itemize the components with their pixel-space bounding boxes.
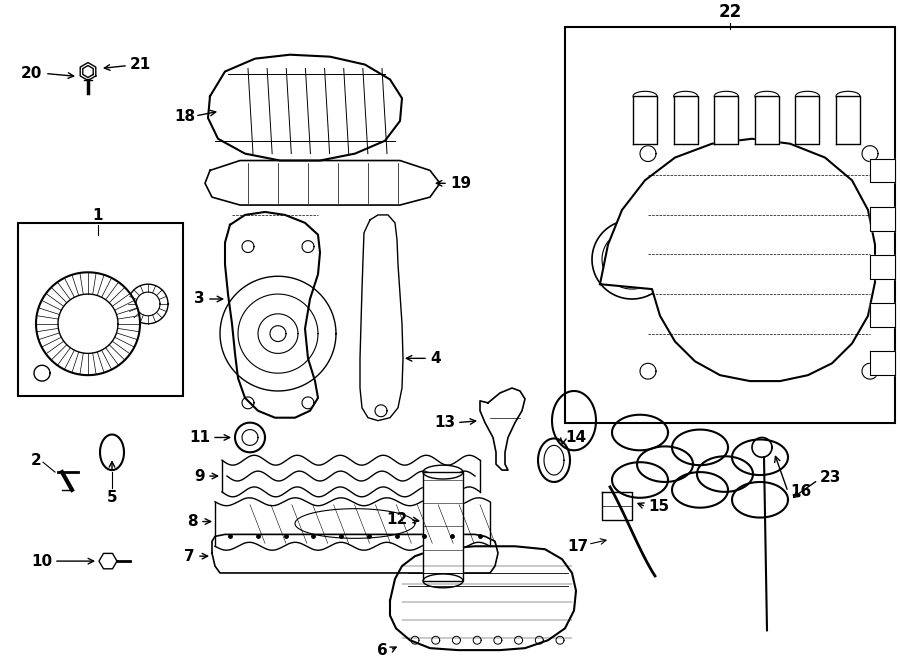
- Polygon shape: [212, 534, 498, 573]
- Bar: [565, 27, 895, 422]
- Polygon shape: [99, 553, 117, 569]
- Polygon shape: [672, 472, 728, 508]
- Text: 17: 17: [567, 539, 588, 554]
- Text: 20: 20: [21, 66, 42, 81]
- Polygon shape: [208, 55, 402, 161]
- Polygon shape: [235, 422, 265, 452]
- Text: 22: 22: [718, 3, 742, 21]
- Polygon shape: [640, 364, 656, 379]
- Polygon shape: [602, 492, 632, 520]
- Polygon shape: [552, 391, 596, 450]
- Polygon shape: [423, 465, 463, 479]
- Polygon shape: [697, 456, 753, 492]
- Polygon shape: [755, 91, 778, 101]
- Text: 14: 14: [565, 430, 586, 445]
- Polygon shape: [870, 159, 895, 182]
- Polygon shape: [870, 255, 895, 279]
- Polygon shape: [755, 97, 778, 143]
- Text: 16: 16: [790, 485, 811, 499]
- Text: 2: 2: [32, 453, 42, 468]
- Text: 11: 11: [189, 430, 210, 445]
- Text: 18: 18: [174, 108, 195, 124]
- Polygon shape: [480, 388, 525, 470]
- Polygon shape: [796, 91, 819, 101]
- Polygon shape: [34, 366, 50, 381]
- Polygon shape: [637, 446, 693, 482]
- Polygon shape: [732, 482, 788, 518]
- Polygon shape: [242, 397, 254, 408]
- Polygon shape: [128, 284, 168, 324]
- Polygon shape: [633, 97, 657, 143]
- Polygon shape: [295, 509, 415, 538]
- Text: 4: 4: [430, 351, 441, 366]
- Polygon shape: [600, 139, 875, 381]
- Polygon shape: [870, 352, 895, 375]
- Polygon shape: [715, 91, 738, 101]
- Polygon shape: [673, 97, 698, 143]
- Polygon shape: [220, 276, 336, 391]
- Polygon shape: [390, 546, 576, 650]
- Text: 9: 9: [194, 469, 205, 484]
- Text: 3: 3: [194, 292, 205, 307]
- Polygon shape: [302, 241, 314, 253]
- Text: 19: 19: [450, 176, 471, 191]
- Polygon shape: [538, 438, 570, 482]
- Polygon shape: [870, 207, 895, 231]
- Text: 13: 13: [434, 415, 455, 430]
- Polygon shape: [612, 462, 668, 498]
- Polygon shape: [242, 241, 254, 253]
- Polygon shape: [592, 220, 672, 299]
- Polygon shape: [612, 414, 668, 450]
- Polygon shape: [732, 440, 788, 475]
- Text: 10: 10: [31, 554, 52, 568]
- Text: 6: 6: [377, 642, 388, 658]
- Polygon shape: [752, 438, 772, 457]
- Polygon shape: [836, 91, 860, 101]
- Polygon shape: [672, 430, 728, 465]
- Polygon shape: [715, 97, 738, 143]
- Polygon shape: [862, 145, 878, 161]
- Polygon shape: [870, 303, 895, 327]
- Text: 23: 23: [820, 469, 842, 485]
- Polygon shape: [302, 397, 314, 408]
- Text: 21: 21: [130, 57, 151, 72]
- Polygon shape: [423, 472, 463, 581]
- Bar: [18, 223, 183, 396]
- Text: 7: 7: [184, 549, 195, 564]
- Polygon shape: [36, 272, 140, 375]
- Polygon shape: [836, 97, 860, 143]
- Polygon shape: [862, 364, 878, 379]
- Text: 12: 12: [387, 512, 408, 527]
- Text: 15: 15: [648, 499, 669, 514]
- Text: 8: 8: [187, 514, 198, 529]
- Polygon shape: [673, 91, 698, 101]
- Polygon shape: [633, 91, 657, 101]
- Polygon shape: [796, 97, 819, 143]
- Text: 5: 5: [107, 490, 117, 505]
- Polygon shape: [205, 161, 440, 205]
- Text: 1: 1: [93, 208, 104, 223]
- Polygon shape: [640, 145, 656, 161]
- Polygon shape: [100, 434, 124, 470]
- Polygon shape: [225, 212, 320, 418]
